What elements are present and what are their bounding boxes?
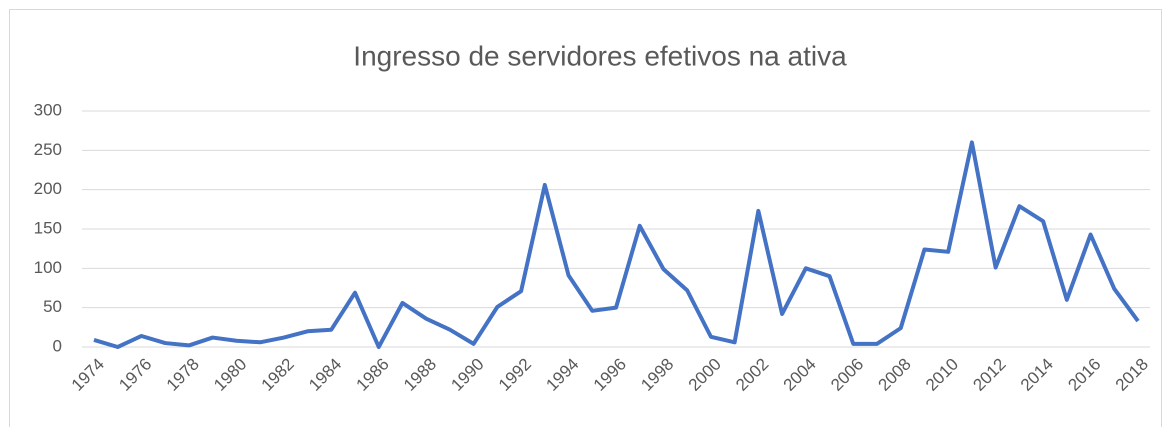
y-tick-label: 50 (43, 297, 62, 316)
x-tick-label: 2018 (1112, 355, 1152, 395)
x-tick-label: 2014 (1017, 355, 1057, 395)
x-tick-label: 2010 (922, 355, 962, 395)
x-tick-label: 2004 (780, 355, 820, 395)
x-tick-label: 2000 (685, 355, 725, 395)
x-tick-label: 1990 (447, 355, 487, 395)
x-tick-label: 2008 (875, 355, 915, 395)
x-tick-label: 1988 (400, 355, 440, 395)
x-tick-label: 2002 (732, 355, 772, 395)
y-tick-label: 200 (34, 179, 62, 198)
x-tick-label: 1986 (353, 355, 393, 395)
x-tick-label: 2012 (969, 355, 1009, 395)
x-tick-label: 1998 (637, 355, 677, 395)
x-tick-label: 1996 (590, 355, 630, 395)
line-series (93, 140, 1140, 349)
x-tick-label: 1976 (115, 355, 155, 395)
y-tick-label: 300 (34, 100, 62, 119)
x-tick-label: 1978 (163, 355, 203, 395)
x-tick-label: 1980 (210, 355, 250, 395)
y-tick-label: 100 (34, 258, 62, 277)
x-tick-label: 1992 (495, 355, 535, 395)
chart-title: Ingresso de servidores efetivos na ativa (353, 40, 847, 71)
x-tick-label: 1982 (258, 355, 298, 395)
x-tick-label: 2006 (827, 355, 867, 395)
x-tick-label: 1974 (68, 355, 108, 395)
x-tick-label: 2016 (1064, 355, 1104, 395)
x-tick-label: 1994 (542, 355, 582, 395)
y-tick-label: 150 (34, 218, 62, 237)
y-tick-label: 0 (53, 336, 62, 355)
x-tick-label: 1984 (305, 355, 345, 395)
chart-border (9, 9, 1162, 427)
y-tick-label: 250 (34, 140, 62, 159)
